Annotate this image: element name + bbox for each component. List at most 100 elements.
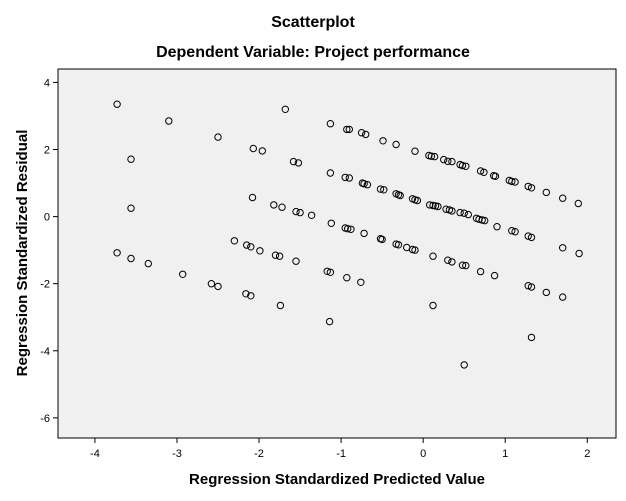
data-point bbox=[326, 268, 335, 276]
data-point bbox=[289, 157, 298, 166]
data-point bbox=[542, 288, 550, 297]
data-point bbox=[341, 173, 349, 182]
x-tick-label: 2 bbox=[584, 448, 590, 460]
y-tick-label: -2 bbox=[40, 279, 50, 291]
data-point bbox=[327, 219, 335, 228]
data-point bbox=[165, 117, 173, 125]
data-point bbox=[214, 133, 222, 141]
data-point bbox=[345, 125, 353, 134]
data-points bbox=[113, 100, 583, 369]
data-point bbox=[347, 225, 355, 234]
x-tick-label: -1 bbox=[336, 448, 346, 460]
x-tick-label: 1 bbox=[502, 448, 508, 460]
data-point bbox=[434, 202, 442, 211]
data-point bbox=[427, 152, 436, 160]
data-point bbox=[127, 204, 135, 212]
data-point bbox=[456, 208, 464, 217]
x-tick-label: -2 bbox=[254, 448, 264, 460]
data-point bbox=[296, 208, 304, 217]
data-point bbox=[357, 129, 366, 137]
data-point bbox=[258, 147, 266, 155]
data-point bbox=[462, 162, 470, 171]
data-point bbox=[527, 283, 536, 291]
data-point bbox=[575, 249, 583, 258]
data-point bbox=[448, 258, 456, 266]
x-axis-ticks: -4 -3 -2 -1 0 1 2 bbox=[90, 438, 590, 460]
data-point bbox=[256, 247, 264, 255]
data-point bbox=[275, 252, 284, 260]
y-tick-label: 4 bbox=[44, 77, 50, 89]
data-point bbox=[343, 274, 351, 282]
data-point bbox=[444, 256, 452, 264]
data-point bbox=[480, 168, 488, 177]
data-point bbox=[430, 152, 439, 161]
y-tick-label: -6 bbox=[40, 413, 50, 425]
data-point bbox=[242, 290, 250, 298]
data-point bbox=[481, 216, 489, 225]
data-point bbox=[357, 278, 365, 286]
data-point bbox=[325, 317, 334, 326]
data-point bbox=[458, 161, 467, 170]
data-point bbox=[207, 280, 216, 288]
data-point bbox=[476, 167, 485, 175]
data-point bbox=[281, 105, 289, 114]
data-point bbox=[394, 241, 403, 249]
data-point bbox=[462, 261, 470, 270]
data-point bbox=[524, 282, 532, 290]
data-point bbox=[379, 137, 387, 145]
x-axis-label: Regression Standardized Predicted Value bbox=[189, 471, 485, 488]
y-tick-label: 2 bbox=[44, 145, 50, 157]
data-point bbox=[491, 172, 500, 181]
data-point bbox=[294, 159, 303, 167]
data-point bbox=[360, 180, 368, 188]
data-point bbox=[214, 282, 222, 291]
data-point bbox=[271, 251, 280, 259]
y-axis-ticks: -6 -4 -2 0 2 4 bbox=[40, 77, 58, 425]
data-point bbox=[429, 252, 437, 260]
data-point bbox=[127, 155, 135, 163]
x-tick-label: -4 bbox=[90, 448, 100, 460]
data-point bbox=[476, 267, 485, 276]
data-point bbox=[448, 207, 456, 215]
data-point bbox=[508, 177, 516, 186]
data-point bbox=[458, 261, 467, 269]
y-axis-label: Regression Standardized Residual bbox=[14, 130, 31, 377]
data-point bbox=[144, 259, 153, 268]
data-point bbox=[411, 246, 419, 254]
data-point bbox=[243, 241, 251, 249]
data-point bbox=[376, 185, 385, 193]
data-point bbox=[380, 186, 388, 194]
data-point bbox=[574, 199, 582, 208]
data-point bbox=[326, 120, 335, 128]
plot-area bbox=[57, 68, 617, 439]
y-tick-label: -4 bbox=[40, 346, 50, 358]
chart-subtitle: Dependent Variable: Project performance bbox=[156, 44, 470, 61]
data-point bbox=[378, 235, 386, 244]
x-tick-label: 0 bbox=[420, 448, 426, 460]
data-point bbox=[362, 130, 370, 139]
data-point bbox=[559, 293, 567, 301]
data-point bbox=[343, 125, 351, 134]
data-point bbox=[493, 223, 501, 231]
data-point bbox=[248, 193, 257, 202]
data-point bbox=[464, 210, 472, 219]
data-point bbox=[429, 201, 437, 210]
data-point bbox=[276, 301, 285, 310]
data-point bbox=[345, 174, 353, 182]
data-point bbox=[542, 188, 550, 197]
data-point bbox=[444, 157, 452, 166]
data-point bbox=[326, 169, 335, 177]
data-point bbox=[448, 157, 456, 166]
chart-title: Scatterplot bbox=[271, 14, 355, 31]
data-point bbox=[363, 181, 372, 189]
data-point bbox=[292, 257, 300, 265]
data-point bbox=[527, 333, 536, 342]
data-point bbox=[511, 228, 519, 236]
data-point bbox=[127, 254, 135, 263]
data-point bbox=[360, 229, 368, 238]
data-point bbox=[508, 227, 516, 235]
data-point bbox=[524, 232, 532, 240]
data-point bbox=[524, 182, 532, 191]
data-point bbox=[413, 196, 422, 205]
data-point bbox=[396, 191, 404, 200]
